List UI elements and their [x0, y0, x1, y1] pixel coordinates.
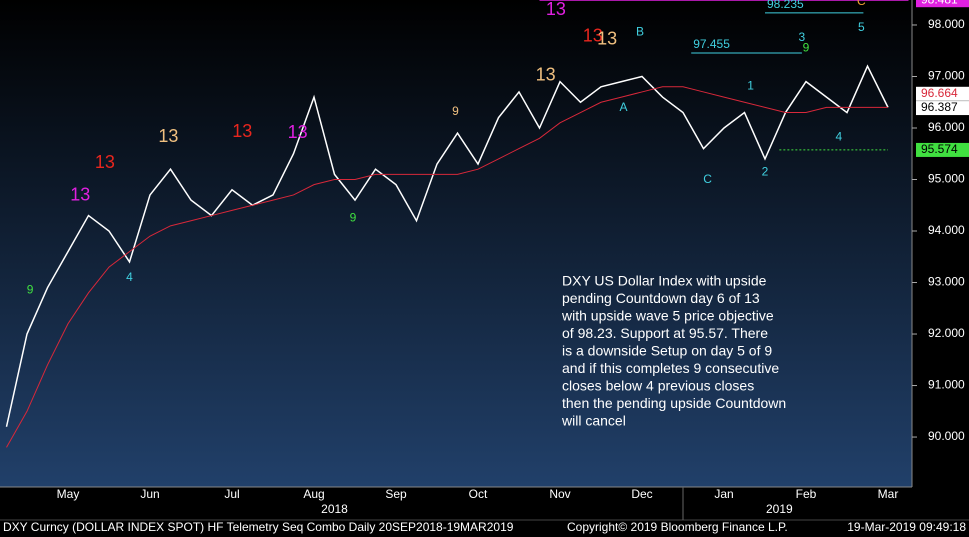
- y-tick-label: 95.000: [928, 172, 965, 186]
- note-line: of 98.23. Support at 95.57. There: [562, 325, 768, 341]
- axis-background: [912, 0, 969, 487]
- count-label: 3: [799, 30, 806, 44]
- x-tick-label: Mar: [878, 487, 899, 501]
- price-tag: [916, 86, 969, 101]
- note-line: will cancel: [561, 413, 626, 429]
- count-label: 9: [350, 210, 357, 224]
- copyright: Copyright© 2019 Bloomberg Finance L.P.: [567, 520, 788, 534]
- x-tick-label: Oct: [469, 487, 488, 501]
- y-tick-label: 90.000: [928, 429, 965, 443]
- footer-title: DXY Curncy (DOLLAR INDEX SPOT) HF Teleme…: [3, 520, 514, 534]
- count-label: 2: [762, 164, 769, 178]
- y-tick-label: 91.000: [928, 378, 965, 392]
- count-label: 9: [803, 40, 810, 54]
- price-tag: [916, 101, 969, 116]
- x-tick-label: Aug: [303, 487, 324, 501]
- count-label: 9: [452, 104, 459, 118]
- x-tick-label: Sep: [385, 487, 407, 501]
- x-tick-label: Nov: [549, 487, 570, 501]
- level-label: 97.455: [693, 37, 730, 51]
- price-tag-label: 96.387: [921, 100, 958, 114]
- count-label: 13: [232, 121, 252, 141]
- count-label: 13: [95, 152, 115, 172]
- timestamp: 19-Mar-2019 09:49:18: [847, 520, 966, 534]
- x-tick-label: Jun: [140, 487, 159, 501]
- x-tick-label: May: [57, 487, 80, 501]
- price-line: [5, 64, 889, 427]
- y-tick-label: 94.000: [928, 223, 965, 237]
- y-tick-label: 97.000: [928, 69, 965, 83]
- note-line: closes below 4 previous closes: [562, 378, 754, 394]
- note-line: pending Countdown day 6 of 13: [562, 290, 760, 306]
- x-tick-label: Jul: [224, 487, 239, 501]
- count-label: C: [857, 0, 866, 8]
- plot-background: [0, 0, 912, 487]
- count-label: 13: [597, 29, 617, 49]
- count-label: 1: [747, 78, 754, 92]
- count-label: 13: [158, 126, 178, 146]
- year-label: 2018: [321, 502, 348, 516]
- y-tick-label: 92.000: [928, 326, 965, 340]
- note-line: and if this completes 9 consecutive: [562, 360, 779, 376]
- count-label: 13: [583, 26, 603, 46]
- note-line: is a downside Setup on day 5 of 9: [562, 343, 772, 359]
- count-label: 9: [27, 282, 34, 296]
- price-tag: [916, 0, 969, 8]
- count-label: 13: [546, 0, 566, 19]
- count-label: 5: [858, 20, 865, 34]
- count-label: 13: [288, 122, 308, 142]
- count-label: C: [703, 172, 712, 186]
- note-line: with upside wave 5 price objective: [561, 308, 774, 324]
- y-tick-label: 96.000: [928, 120, 965, 134]
- count-label: 4: [126, 270, 133, 284]
- note-line: DXY US Dollar Index with upside: [562, 273, 767, 289]
- count-label: 4: [835, 129, 842, 143]
- year-label: 2019: [766, 502, 793, 516]
- count-label: 13: [70, 185, 90, 205]
- x-tick-label: Jan: [714, 487, 733, 501]
- x-tick-label: Feb: [796, 487, 817, 501]
- note-line: then the pending upside Countdown: [562, 395, 786, 411]
- count-label: A: [620, 100, 628, 114]
- count-label: 13: [536, 65, 556, 85]
- moving-average: [6, 86, 888, 448]
- price-tag-label: 98.481: [921, 0, 958, 6]
- price-tag-label: 96.664: [921, 86, 958, 100]
- y-tick-label: 98.000: [928, 17, 965, 31]
- level-label: 98.235: [767, 0, 804, 11]
- price-tag-label: 95.574: [921, 142, 958, 156]
- count-label: B: [636, 24, 644, 38]
- y-tick-label: 93.000: [928, 275, 965, 289]
- x-tick-label: Dec: [631, 487, 652, 501]
- price-tag: [916, 142, 969, 157]
